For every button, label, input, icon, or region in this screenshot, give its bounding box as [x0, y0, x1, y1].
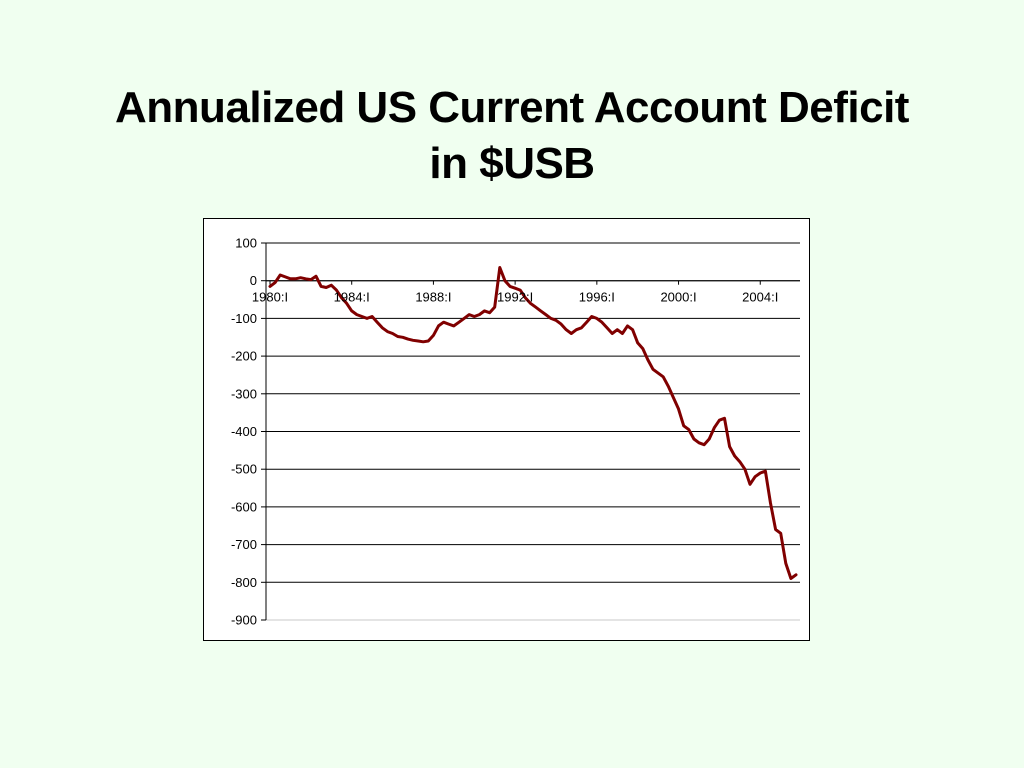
x-tick-label: 1980:I — [252, 290, 288, 305]
slide-title-line-2: in $USB — [429, 139, 595, 188]
y-tick-label: -800 — [231, 575, 257, 590]
y-tick-label: -600 — [231, 499, 257, 514]
axes — [261, 242, 800, 621]
y-tick-label: 100 — [235, 236, 257, 251]
series-layer — [268, 266, 798, 580]
x-tick-label: 1984:I — [334, 290, 370, 305]
y-tick-label: -500 — [231, 462, 257, 477]
y-tick-label: 0 — [250, 273, 257, 288]
y-tick-label: -300 — [231, 386, 257, 401]
series-line — [268, 266, 798, 580]
slide-title: Annualized US Current Account Deficit in… — [0, 80, 1024, 192]
x-tick-label: 2004:I — [742, 290, 778, 305]
y-tick-labels: 100 0 -100 -200 -300 -400 -500 -600 -700 -800 -900 — [231, 236, 257, 628]
y-tick-label: -900 — [231, 613, 257, 628]
slide-title-line-1: Annualized US Current Account Deficit — [115, 83, 909, 132]
x-tick-label: 1992:I — [497, 290, 533, 305]
y-tick-label: -400 — [231, 424, 257, 439]
x-tick-label: 2000:I — [660, 290, 696, 305]
y-tick-label: -100 — [231, 311, 257, 326]
y-tick-label: -700 — [231, 537, 257, 552]
y-tick-label: -200 — [231, 349, 257, 364]
x-tick-label: 1988:I — [415, 290, 451, 305]
x-tick-label: 1996:I — [579, 290, 615, 305]
line-chart: 100 0 -100 -200 -300 -400 -500 -600 -700 -800 -900… — [231, 236, 800, 628]
chart-frame: 100 0 -100 -200 -300 -400 -500 -600 -700 -800 -900… — [203, 218, 810, 641]
x-tick-labels: 1980:I 1984:I 1988:I 1992:I 1996:I 2000:I 2004… — [252, 290, 778, 305]
